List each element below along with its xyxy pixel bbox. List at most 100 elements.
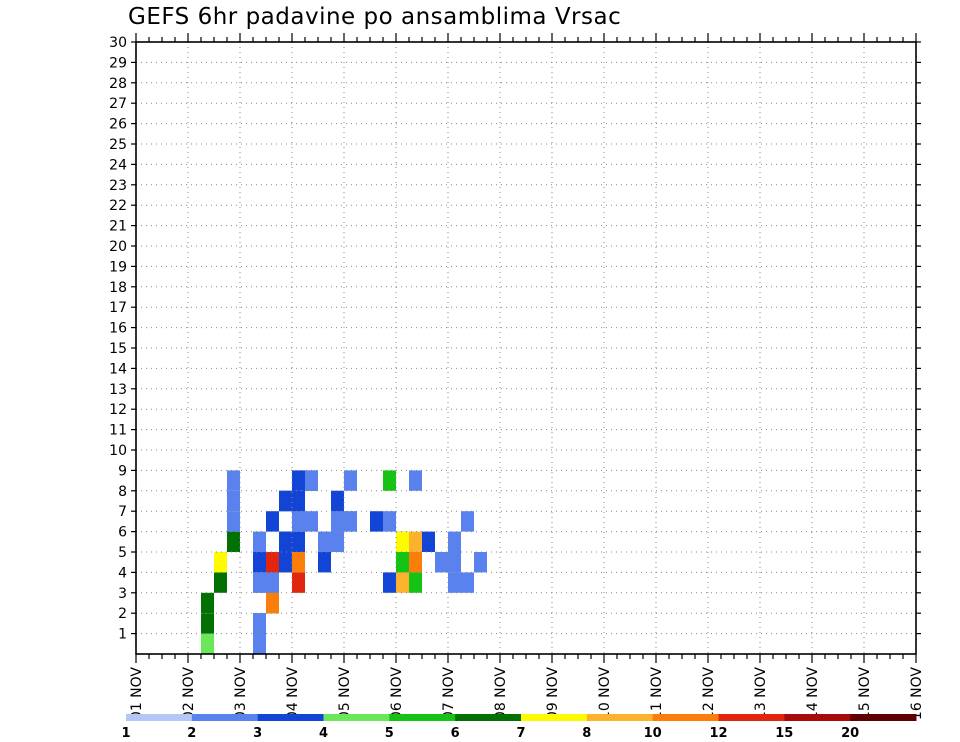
legend-label: 2	[187, 726, 196, 741]
heatmap-cell	[435, 552, 448, 573]
heatmap-cell	[331, 531, 344, 552]
heatmap-cell	[331, 511, 344, 532]
heatmap-cell	[279, 531, 292, 552]
heatmap-cell	[279, 552, 292, 573]
heatmap-cell	[253, 572, 266, 593]
heatmap-cell	[266, 511, 279, 532]
heatmap-cell	[266, 592, 279, 614]
y-tick-label: 15	[109, 341, 127, 357]
y-tick-label: 7	[118, 504, 127, 520]
heatmap-cell	[318, 552, 331, 573]
heatmap-cell	[253, 531, 266, 552]
legend-color-swatch	[850, 714, 917, 721]
y-tick-label: 4	[118, 565, 127, 581]
heatmap-cell	[292, 470, 305, 491]
heatmap-cell	[396, 531, 409, 552]
legend-color-swatch	[389, 714, 456, 721]
heatmap-cell	[227, 511, 240, 532]
legend-color-swatch	[257, 714, 324, 721]
legend-color-swatch	[126, 714, 193, 721]
heatmap-cell	[461, 572, 474, 593]
legend-label: 6	[451, 726, 460, 741]
heatmap-cell	[201, 613, 214, 634]
heatmap-cell	[448, 572, 461, 593]
heatmap-cell	[383, 572, 396, 593]
y-tick-label: 28	[109, 76, 127, 92]
x-tick-label: 11 NOV	[649, 667, 665, 721]
y-tick-label: 16	[109, 321, 127, 337]
legend-color-swatch	[652, 714, 719, 721]
y-tick-label: 27	[109, 96, 127, 112]
heatmap-cell	[409, 531, 422, 552]
heatmap-cell	[409, 552, 422, 573]
y-tick-label: 25	[109, 137, 127, 153]
chart-title: GEFS 6hr padavine po ansamblima Vrsac	[128, 4, 622, 30]
heatmap-cell	[227, 531, 240, 552]
legend-label: 1	[121, 726, 130, 741]
heatmap-cell	[253, 613, 266, 634]
heatmap-cell	[305, 511, 318, 532]
legend-label: 10	[644, 726, 662, 741]
legend-color-swatch	[455, 714, 522, 721]
y-tick-label: 20	[109, 239, 127, 255]
heatmap-cell	[461, 511, 474, 532]
heatmap-cell	[474, 552, 487, 573]
x-tick-label: 10 NOV	[597, 667, 613, 721]
legend-color-swatch	[784, 714, 851, 721]
y-tick-label: 2	[118, 606, 127, 622]
heatmap-cell	[292, 572, 305, 593]
y-tick-label: 18	[109, 280, 127, 296]
heatmap-cell	[201, 633, 214, 654]
heatmap-cell	[292, 511, 305, 532]
heatmap-cell	[409, 572, 422, 593]
y-tick-label: 21	[109, 219, 127, 235]
heatmap-cell	[422, 531, 435, 552]
legend-color-swatch	[718, 714, 785, 721]
heatmap-cell	[331, 490, 344, 512]
y-tick-label: 17	[109, 300, 127, 316]
y-tick-label: 24	[109, 157, 127, 173]
heatmap-cell	[214, 572, 227, 593]
heatmap-cell	[318, 531, 331, 552]
heatmap-cell	[266, 552, 279, 573]
legend-label: 8	[582, 726, 591, 741]
heatmap-cell	[344, 511, 357, 532]
heatmap-cell	[292, 531, 305, 552]
x-axis: 01 NOV 02 NOV 03 NOV 04 NOV 05 NOV 06 NOV 07 N…	[129, 33, 925, 720]
heatmap-cell	[448, 531, 461, 552]
heatmap-cell	[396, 552, 409, 573]
x-tick-label: 05 NOV	[337, 667, 353, 721]
heatmap-cell	[227, 470, 240, 491]
legend-label: 4	[319, 726, 328, 741]
y-tick-label: 3	[118, 586, 127, 602]
x-tick-label: 14 NOV	[805, 667, 821, 721]
heatmap-cell	[227, 490, 240, 512]
heatmap-cell	[292, 490, 305, 512]
legend-label: 3	[253, 726, 262, 741]
legend-color-swatch	[521, 714, 588, 721]
y-tick-label: 23	[109, 178, 127, 194]
x-tick-label: 09 NOV	[545, 667, 561, 721]
legend-label: 20	[841, 726, 859, 741]
y-tick-label: 26	[109, 117, 127, 133]
legend-label: 5	[385, 726, 394, 741]
heatmap-cell	[266, 572, 279, 593]
x-tick-label: 08 NOV	[493, 667, 509, 721]
heatmap-cell	[370, 511, 383, 532]
heatmap-cell	[292, 552, 305, 573]
x-tick-label: 07 NOV	[441, 667, 457, 721]
y-tick-label: 6	[118, 525, 127, 541]
heatmap-cell	[409, 470, 422, 491]
x-tick-label: 06 NOV	[389, 667, 405, 721]
legend-color-swatch	[323, 714, 390, 721]
color-legend: 1 2 3 4 5 6 7 8 10 12 15 20	[121, 714, 917, 741]
heatmap-cell	[253, 552, 266, 573]
y-tick-label: 1	[118, 627, 127, 643]
y-tick-label: 14	[109, 361, 127, 377]
y-tick-label: 12	[109, 402, 127, 418]
heatmap-cells	[201, 470, 487, 654]
legend-label: 7	[516, 726, 525, 741]
legend-label: 12	[709, 726, 727, 741]
y-tick-label: 9	[118, 463, 127, 479]
x-tick-label: 04 NOV	[285, 667, 301, 721]
